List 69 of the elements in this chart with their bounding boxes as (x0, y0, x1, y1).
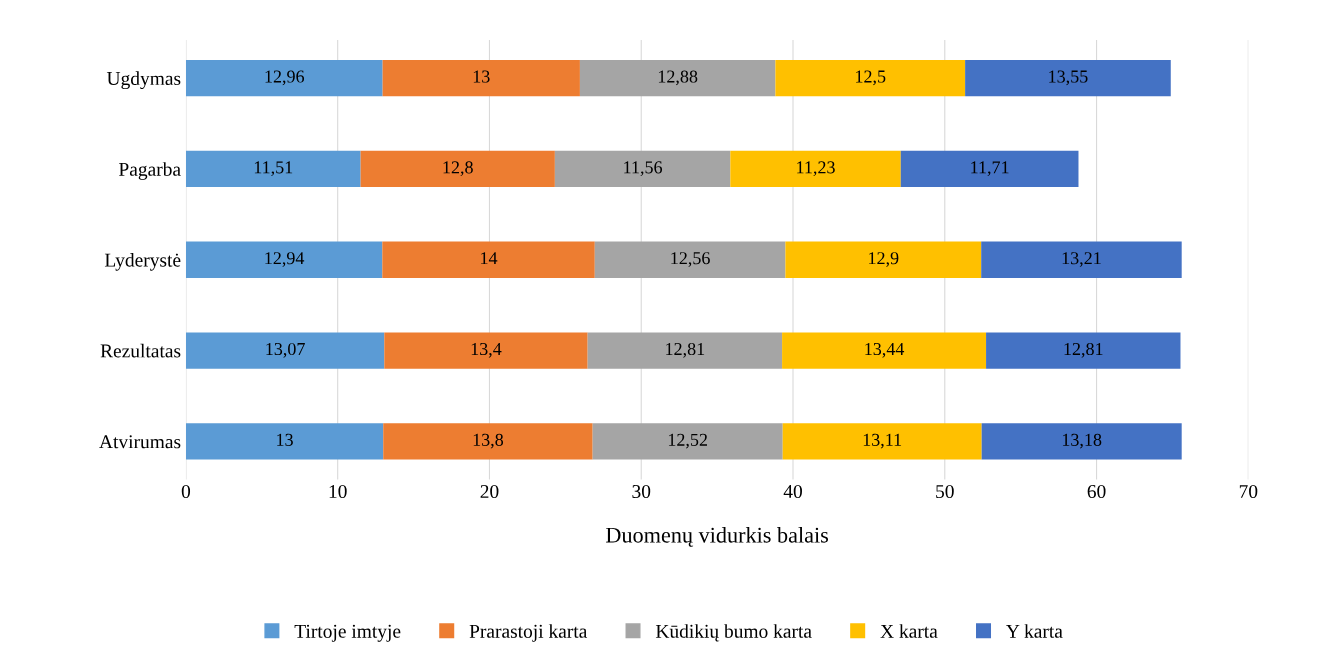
data-label: 12,81 (666, 342, 705, 358)
bar (360, 150, 555, 188)
legend-label: Kūdikių bumo karta (655, 624, 812, 642)
bar (900, 150, 1079, 188)
bar (782, 423, 982, 460)
legend-label: X karta (880, 624, 938, 638)
x-tick-label: 30 (632, 484, 651, 499)
x-tick-label: 60 (1087, 484, 1106, 499)
bar (965, 59, 1171, 97)
bar (382, 59, 580, 97)
bar (981, 241, 1182, 278)
x-tick-label: 0 (181, 484, 191, 499)
data-label: 12,52 (668, 433, 707, 449)
data-label: 13,55 (1049, 70, 1088, 86)
x-tick-label: 20 (480, 484, 499, 499)
data-label: 12,5 (856, 70, 886, 86)
data-label: 13,44 (865, 342, 905, 358)
data-label: 13 (277, 433, 293, 446)
x-tick-label: 10 (329, 484, 347, 499)
x-axis-title: Duomenų vidurkis balais (606, 527, 829, 547)
x-tick-label: 50 (936, 484, 954, 499)
data-label: 12,8 (443, 161, 473, 177)
bar (382, 241, 595, 278)
legend-label: Tirtoje imtyje (294, 624, 401, 642)
y-tick-label: Rezultatas (100, 343, 181, 358)
legend-label: Prarastoji karta (469, 624, 588, 642)
data-label: 13,11 (863, 433, 902, 449)
data-label: 12,56 (671, 252, 710, 267)
data-label: 12,94 (265, 252, 305, 267)
y-tick-label: Atvirumas (99, 435, 181, 449)
data-label: 12,81 (1064, 342, 1103, 358)
data-label: 13,4 (471, 342, 502, 358)
bar (185, 150, 361, 188)
bar (185, 241, 383, 278)
data-label: 13,21 (1062, 252, 1101, 267)
bar (383, 423, 593, 460)
legend-label: Y karta (1006, 624, 1063, 638)
data-label: 11,23 (797, 161, 835, 177)
data-label: 14 (481, 252, 498, 265)
data-label: 12,9 (869, 252, 899, 267)
data-label: 11,56 (624, 161, 663, 177)
data-label: 13,07 (266, 342, 305, 358)
bar (775, 59, 966, 97)
bar (185, 59, 383, 97)
data-label: 11,51 (254, 161, 293, 177)
bar (782, 332, 987, 369)
data-label: 11,71 (971, 161, 1009, 177)
bar (730, 150, 901, 188)
bar (981, 423, 1182, 460)
bar (594, 241, 786, 278)
bar (384, 332, 588, 369)
data-label: 13 (473, 70, 490, 83)
x-tick-label: 40 (783, 484, 802, 499)
data-label: 13,18 (1062, 433, 1102, 449)
bar (986, 332, 1181, 369)
bar (592, 423, 783, 460)
bar (587, 332, 783, 369)
bar (185, 332, 385, 369)
data-label: 12,88 (658, 70, 698, 86)
bar (785, 241, 982, 278)
y-tick-label: Lyderystė (104, 252, 181, 271)
y-tick-label: Ugdymas (106, 71, 181, 90)
bar (579, 59, 776, 97)
bar (185, 423, 384, 460)
data-label: 12,96 (265, 70, 305, 86)
bar (554, 150, 731, 188)
x-tick-label: 70 (1239, 484, 1258, 499)
y-tick-label: Pagarba (118, 162, 181, 180)
data-label: 13,8 (473, 433, 504, 449)
